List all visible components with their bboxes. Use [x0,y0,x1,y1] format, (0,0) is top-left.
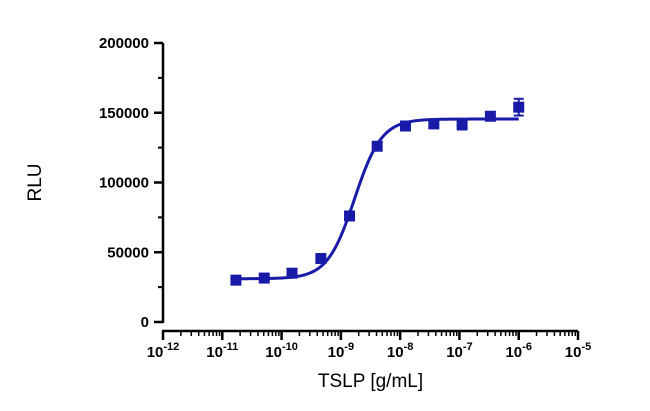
point-marker [286,267,298,279]
x-tick-label: 10-7 [446,341,472,361]
data-point [230,274,242,286]
data-point [258,272,270,284]
x-tick-label: 10-5 [565,341,591,361]
data-point [484,110,496,122]
data-point [513,97,525,117]
data-point [399,120,411,132]
y-ticks: 0 50000 100000 150000 200000 [99,35,163,331]
x-ticks: 10-12 10-11 10-10 10-9 10-8 10-7 10-6 10-5 [147,331,591,361]
data-point [344,210,356,222]
point-marker [344,210,356,222]
point-marker [258,272,270,284]
point-marker [456,119,468,131]
x-tick-label: 10-8 [387,341,413,361]
data-point [428,118,440,130]
y-tick-label: 100000 [99,175,149,192]
point-marker [315,253,327,265]
x-tick-label: 10-6 [505,341,531,361]
point-marker [230,274,242,286]
y-axis-title: RLU [25,163,46,201]
x-tick-label: 10-12 [147,341,180,361]
axes [161,43,578,333]
y-tick-label: 0 [141,314,149,331]
y-tick-label: 50000 [107,244,149,261]
data-point [456,118,468,131]
point-marker [399,120,411,132]
point-marker [513,101,525,113]
x-tick-label: 10-9 [328,341,354,361]
data-point [286,267,298,279]
point-marker [428,118,440,130]
point-marker [484,110,496,122]
point-marker [371,140,383,152]
y-tick-label: 200000 [99,35,149,52]
y-tick-label: 150000 [99,105,149,122]
data-points [230,97,525,286]
data-point [371,140,383,152]
x-tick-label: 10-10 [265,341,298,361]
x-axis-title: TSLP [g/mL] [318,371,423,392]
x-tick-label: 10-11 [206,341,238,361]
data-point [315,253,327,265]
